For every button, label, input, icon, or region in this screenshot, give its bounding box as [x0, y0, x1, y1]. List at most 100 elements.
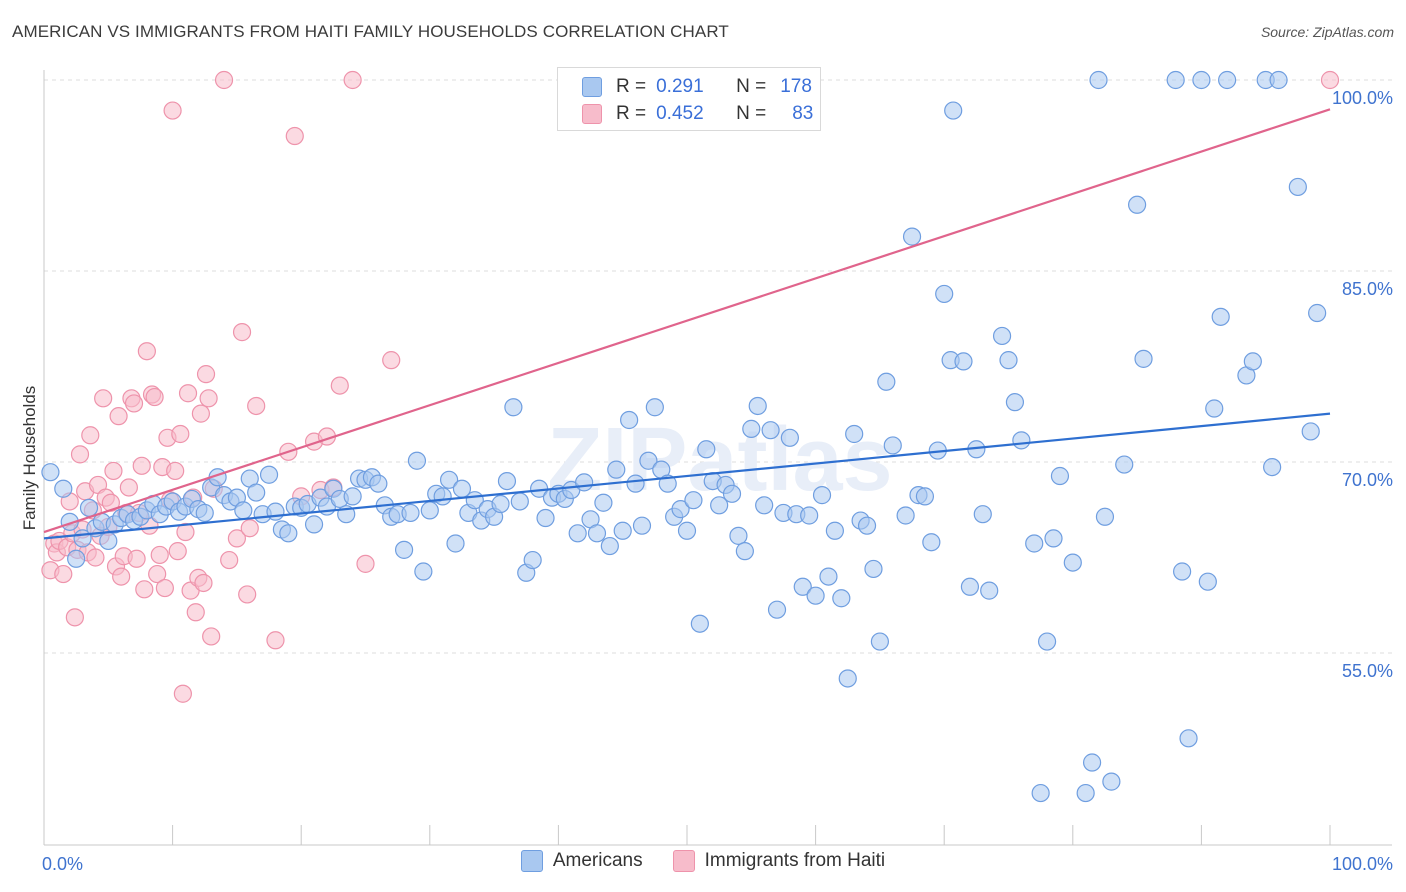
american-point [41, 463, 60, 482]
american-point [825, 521, 844, 540]
american-point [279, 524, 298, 543]
american-point [401, 503, 420, 523]
american-point [722, 484, 742, 503]
axes [43, 70, 1392, 846]
source-label: Source: ZipAtlas.com [1260, 24, 1394, 40]
legend-row-haiti: R = 0.452 N = 83 [558, 100, 813, 128]
american-point [1005, 393, 1025, 412]
americans-trend-line [43, 412, 1331, 540]
american-point [935, 284, 954, 304]
watermark: ZIPatlas [547, 410, 892, 510]
haiti-point [220, 550, 239, 570]
american-point [523, 550, 542, 570]
american-point [1205, 399, 1224, 418]
american-point [1166, 70, 1185, 90]
american-point [1076, 783, 1095, 803]
american-point [1037, 632, 1057, 651]
american-point [639, 451, 658, 470]
american-point [1127, 195, 1147, 214]
legend-label: Immigrants from Haiti [704, 850, 886, 871]
american-point [394, 540, 414, 559]
american-point [259, 465, 279, 484]
american-point [234, 501, 253, 520]
american-point [671, 500, 690, 519]
american-point [613, 521, 632, 540]
american-point [420, 501, 439, 520]
american-point [620, 410, 639, 430]
american-point [446, 534, 465, 553]
american-point [1301, 422, 1320, 441]
americans-legend-swatch [520, 850, 543, 872]
american-point [697, 440, 716, 459]
american-point [793, 577, 812, 596]
american-point [922, 533, 941, 552]
american-point [343, 487, 362, 506]
haiti-point [330, 376, 349, 395]
haiti-point [238, 585, 257, 604]
haiti-point [343, 70, 362, 90]
american-point [504, 398, 523, 417]
american-point [800, 506, 819, 525]
american-point [832, 589, 851, 608]
american-point [780, 428, 799, 447]
american-point [870, 632, 890, 651]
tick-labels: 55.0% 70.0% 85.0% 100.0% 0.0% 100.0% [42, 88, 1393, 874]
american-point [304, 515, 324, 534]
haiti-point [101, 493, 120, 512]
american-point [1218, 70, 1237, 90]
american-point [973, 505, 992, 524]
haiti-point [104, 461, 123, 481]
american-point [877, 372, 896, 391]
chart-title: AMERICAN VS IMMIGRANTS FROM HAITI FAMILY… [12, 22, 729, 41]
american-point [510, 492, 529, 511]
american-point [491, 494, 510, 514]
american-point [600, 536, 619, 556]
haiti-point [112, 567, 131, 586]
haiti-point [247, 396, 266, 416]
haiti-point [266, 631, 285, 650]
haiti-point [196, 365, 216, 384]
american-point [1031, 783, 1050, 803]
american-point [1050, 466, 1070, 486]
haiti-trend-line [43, 108, 1331, 534]
american-point [684, 491, 703, 510]
haiti-point [227, 529, 246, 548]
haiti-point [109, 407, 128, 426]
american-point [433, 487, 452, 506]
american-point [838, 669, 857, 688]
american-point [1269, 70, 1288, 90]
american-point [857, 516, 877, 535]
y-tick-label: 85.0% [1342, 279, 1393, 299]
haiti-point [356, 554, 375, 573]
american-point [1173, 562, 1192, 581]
haiti-point [70, 445, 90, 464]
r-label: R = [616, 76, 647, 97]
american-point [954, 352, 973, 371]
american-point [896, 506, 915, 525]
haiti-point [148, 564, 167, 584]
legend-item-haiti: Immigrants from Haiti [672, 850, 886, 872]
american-point [1025, 534, 1044, 553]
american-point [735, 542, 754, 561]
american-point [1115, 455, 1134, 474]
haiti-point [124, 394, 144, 413]
grid [44, 79, 1392, 654]
x-tick-label: 100.0% [1332, 854, 1393, 874]
american-point [99, 531, 118, 551]
american-point [626, 474, 645, 493]
n-label: N = [736, 76, 767, 97]
legend-label: Americans [552, 850, 643, 871]
american-point [883, 436, 902, 455]
trend-lines [43, 108, 1331, 540]
american-point [980, 581, 999, 600]
american-point [497, 472, 517, 491]
haiti-swatch [582, 104, 602, 124]
y-tick-label: 70.0% [1342, 470, 1393, 490]
haiti-point [155, 578, 174, 598]
american-point [607, 460, 626, 479]
haiti-point [65, 608, 84, 627]
american-point [690, 614, 709, 633]
x-tick-label: 0.0% [42, 854, 83, 874]
series-legend: Americans Immigrants from Haiti [0, 850, 1406, 872]
